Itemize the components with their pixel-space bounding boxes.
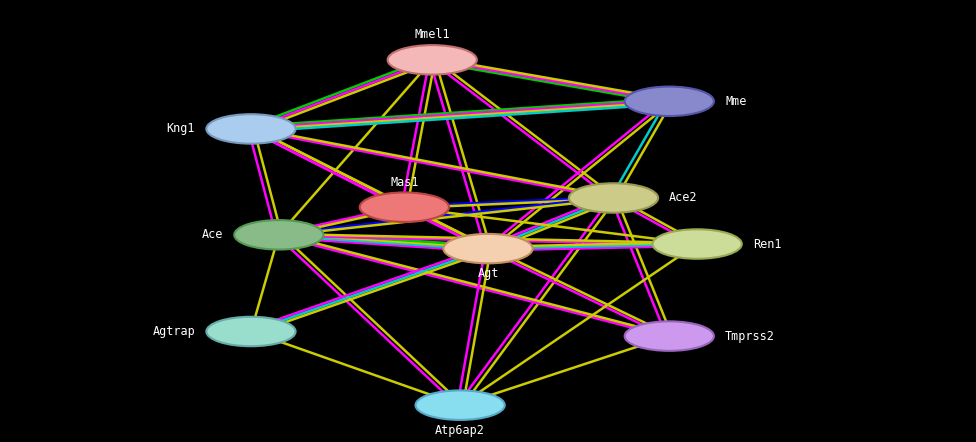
Circle shape bbox=[416, 390, 505, 420]
Text: Kng1: Kng1 bbox=[167, 122, 195, 135]
Circle shape bbox=[625, 321, 713, 351]
Text: Mmel1: Mmel1 bbox=[415, 28, 450, 42]
Text: Tmprss2: Tmprss2 bbox=[725, 330, 775, 343]
Circle shape bbox=[443, 234, 533, 263]
Text: Agtrap: Agtrap bbox=[152, 325, 195, 338]
Text: Ace: Ace bbox=[202, 229, 224, 241]
Circle shape bbox=[234, 220, 323, 250]
Text: Agt: Agt bbox=[477, 267, 499, 280]
Circle shape bbox=[387, 45, 477, 75]
Circle shape bbox=[206, 114, 296, 144]
Circle shape bbox=[206, 317, 296, 346]
Circle shape bbox=[653, 229, 742, 259]
Text: Ace2: Ace2 bbox=[670, 191, 698, 205]
Text: Ren1: Ren1 bbox=[752, 237, 782, 251]
Circle shape bbox=[569, 183, 658, 213]
Text: Atp6ap2: Atp6ap2 bbox=[435, 423, 485, 437]
Circle shape bbox=[625, 87, 713, 116]
Circle shape bbox=[360, 192, 449, 222]
Text: Mme: Mme bbox=[725, 95, 747, 108]
Text: Mas1: Mas1 bbox=[390, 176, 419, 189]
